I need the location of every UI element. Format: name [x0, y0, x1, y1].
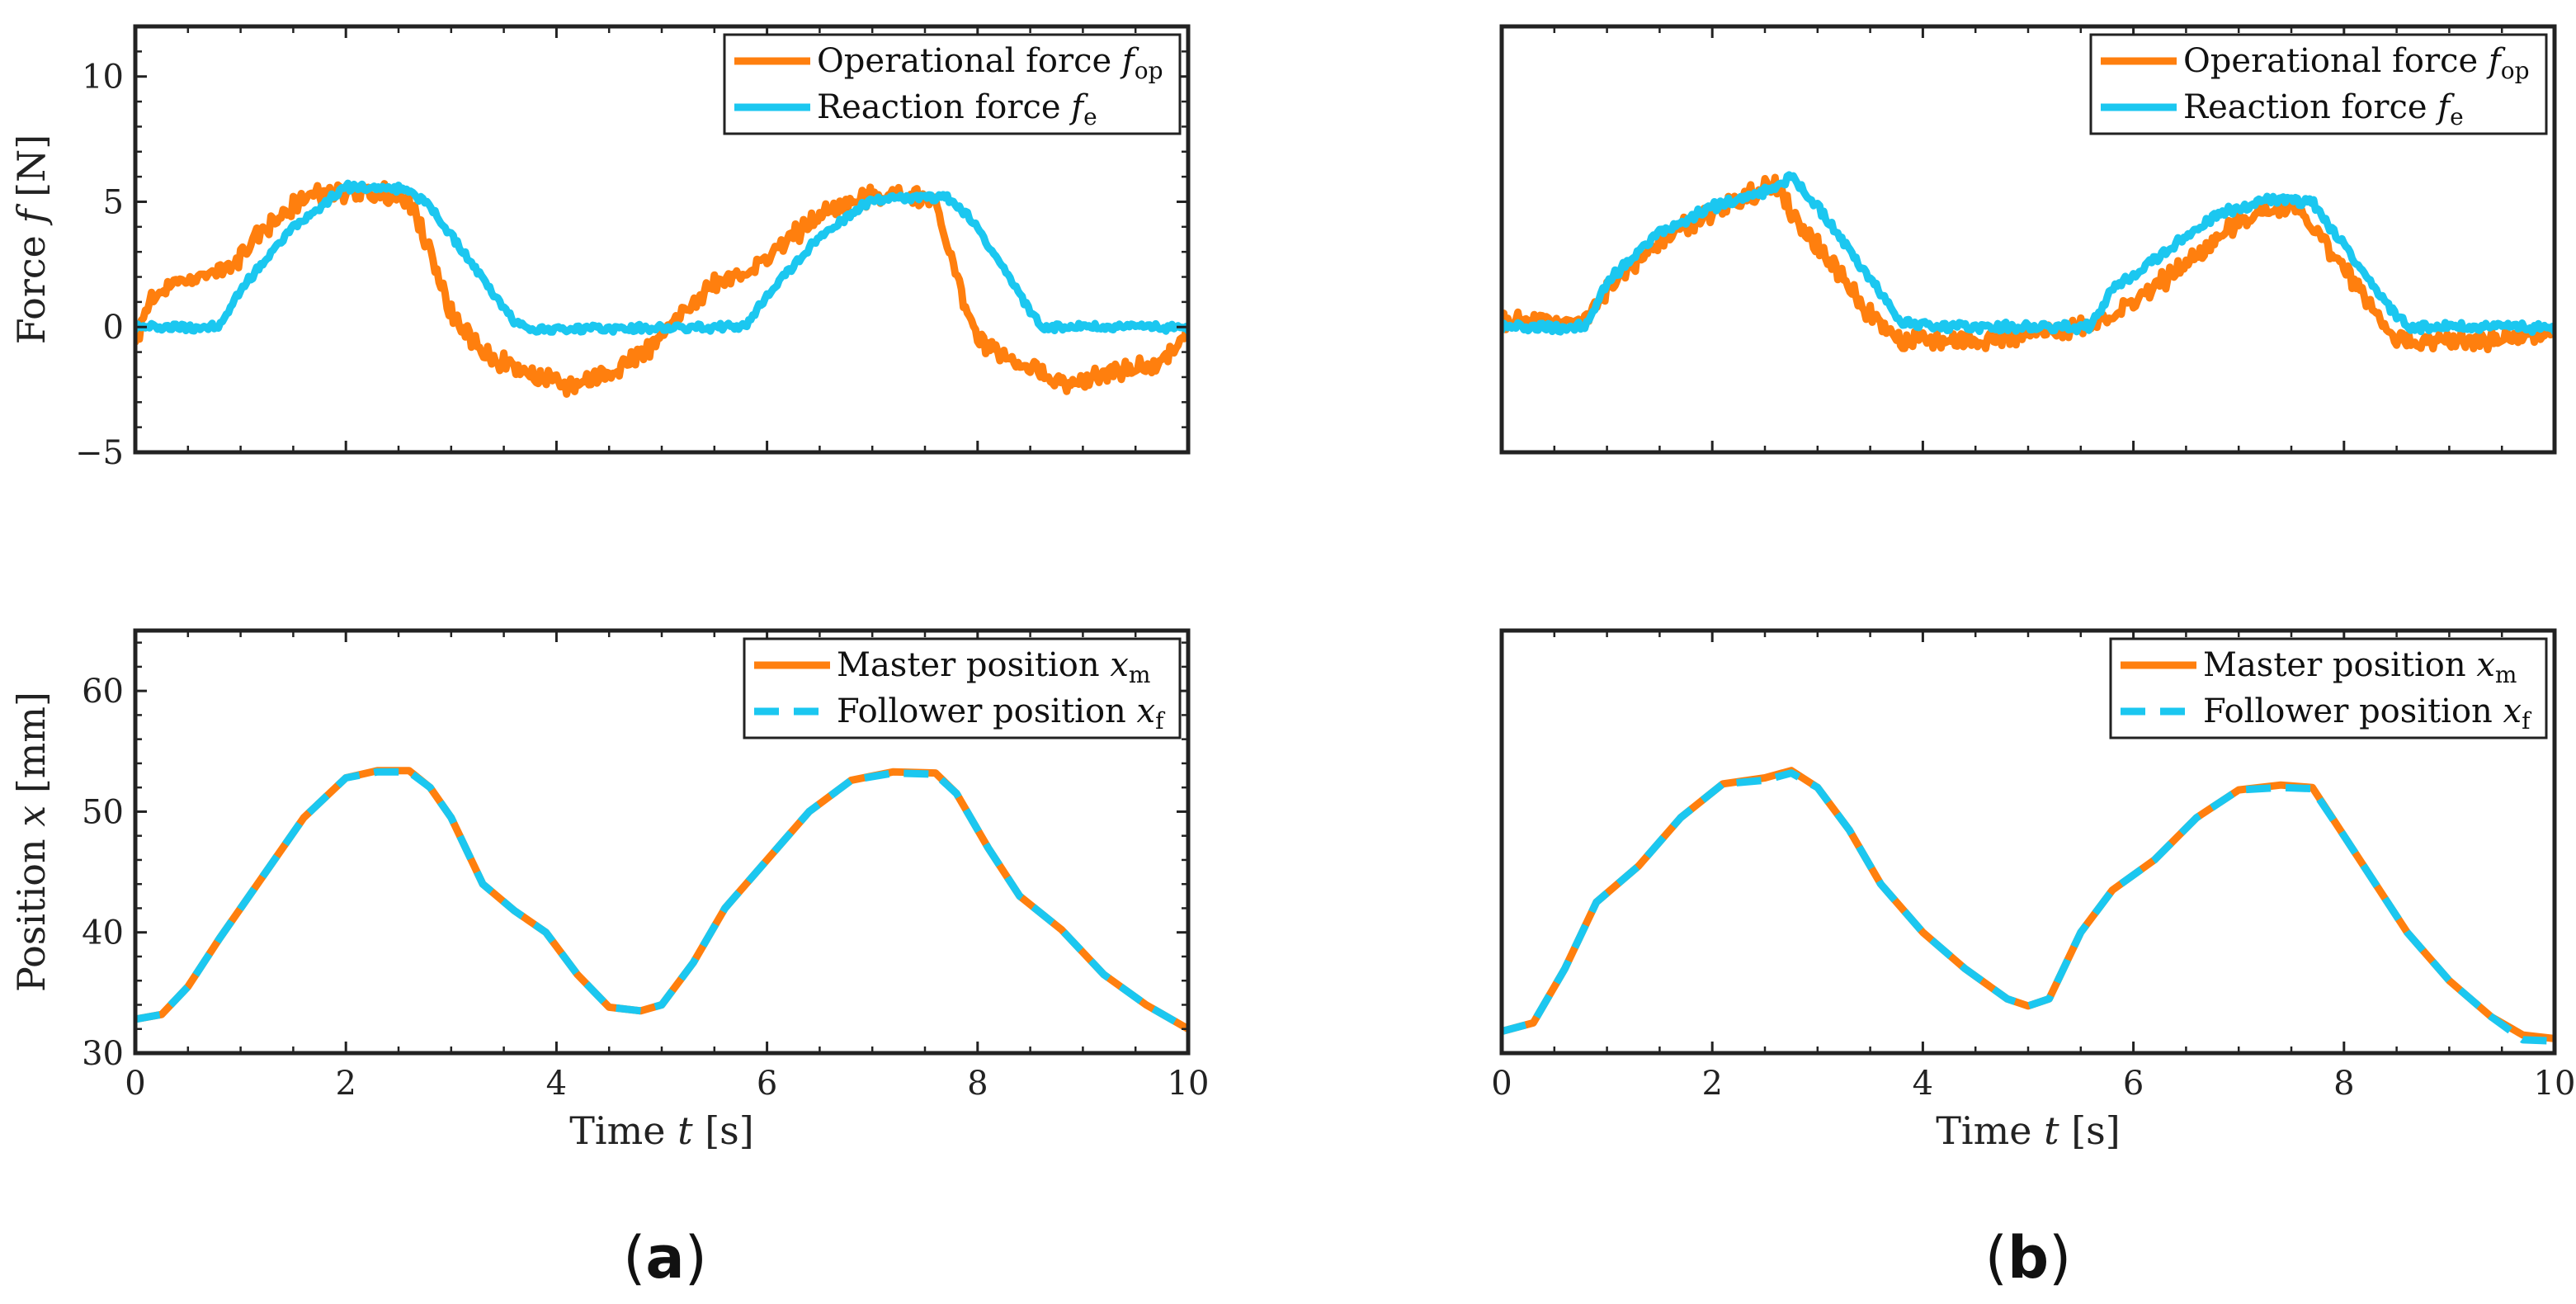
axes-frame	[1499, 24, 2557, 455]
axes-frame	[1499, 628, 2557, 1056]
x-tick-label: 10	[2534, 1065, 2576, 1103]
legend-entry: Follower position xf	[837, 692, 1166, 735]
legend-entry: Follower position xf	[2203, 692, 2532, 735]
y-axis-label: Force f [N]	[9, 135, 54, 345]
y-tick-label: 40	[82, 914, 124, 952]
legend-box	[2109, 637, 2548, 739]
x-tick-label: 2	[335, 1065, 356, 1103]
x-tick-label: 8	[967, 1065, 988, 1103]
y-tick-label: 0	[103, 309, 124, 347]
legend-box	[2089, 33, 2548, 135]
legend-entry: Master position xm	[2203, 646, 2517, 688]
x-tick-label: 4	[1913, 1065, 1933, 1103]
series-a-position-secondary	[135, 768, 1188, 1032]
y-tick-label: 5	[103, 183, 124, 221]
x-tick-label: 6	[2123, 1065, 2144, 1103]
x-tick-label: 6	[757, 1065, 777, 1103]
x-axis-label: Time t [s]	[569, 1108, 753, 1153]
legend-entry: Reaction force fe	[2183, 88, 2464, 130]
x-tick-label: 0	[125, 1065, 145, 1103]
x-tick-label: 2	[1701, 1065, 1722, 1103]
legend-entry: Reaction force fe	[817, 88, 1097, 130]
axes-a-force: −5 0 5 10 Force f [N] Operational force fopRe…	[9, 24, 1191, 472]
panel-label-a: (a)	[623, 1224, 707, 1292]
axes-b-position: 0 2 4 6 8 10 Time t [s] Master position xmFollo…	[1491, 628, 2576, 1153]
x-tick-label: 8	[2333, 1065, 2354, 1103]
series-b-position-secondary	[1502, 769, 2555, 1045]
y-axis-label: Position x [mm]	[9, 692, 54, 992]
y-tick-label: −5	[75, 434, 124, 472]
y-tick-label: 60	[82, 673, 124, 711]
x-axis-label: Time t [s]	[1936, 1108, 2120, 1153]
y-tick-label: 10	[82, 59, 124, 97]
series-b-force-secondary	[1502, 171, 2555, 336]
series-a-force-primary	[135, 180, 1188, 398]
panel-label-b: (b)	[1985, 1224, 2072, 1292]
legend-box	[723, 33, 1182, 135]
legend-entry: Master position xm	[837, 646, 1150, 688]
x-tick-label: 0	[1491, 1065, 1512, 1103]
legend-entry: Operational force fop	[2183, 42, 2530, 84]
axes-a-position: 30 40 50 60 0 2 4 6 8 10 Position x [mm] Time t [s]…	[9, 628, 1210, 1153]
series-a-force-secondary	[135, 179, 1188, 336]
series-a-position-primary	[135, 767, 1188, 1033]
x-tick-label: 4	[546, 1065, 567, 1103]
axes-frame	[133, 24, 1191, 455]
y-tick-label: 50	[82, 793, 124, 831]
axes-frame	[133, 628, 1191, 1056]
legend-box	[743, 637, 1182, 739]
series-b-position-primary	[1502, 767, 2555, 1042]
legend-entry: Operational force fop	[817, 42, 1163, 84]
y-tick-label: 30	[82, 1035, 124, 1073]
x-tick-label: 10	[1168, 1065, 1210, 1103]
